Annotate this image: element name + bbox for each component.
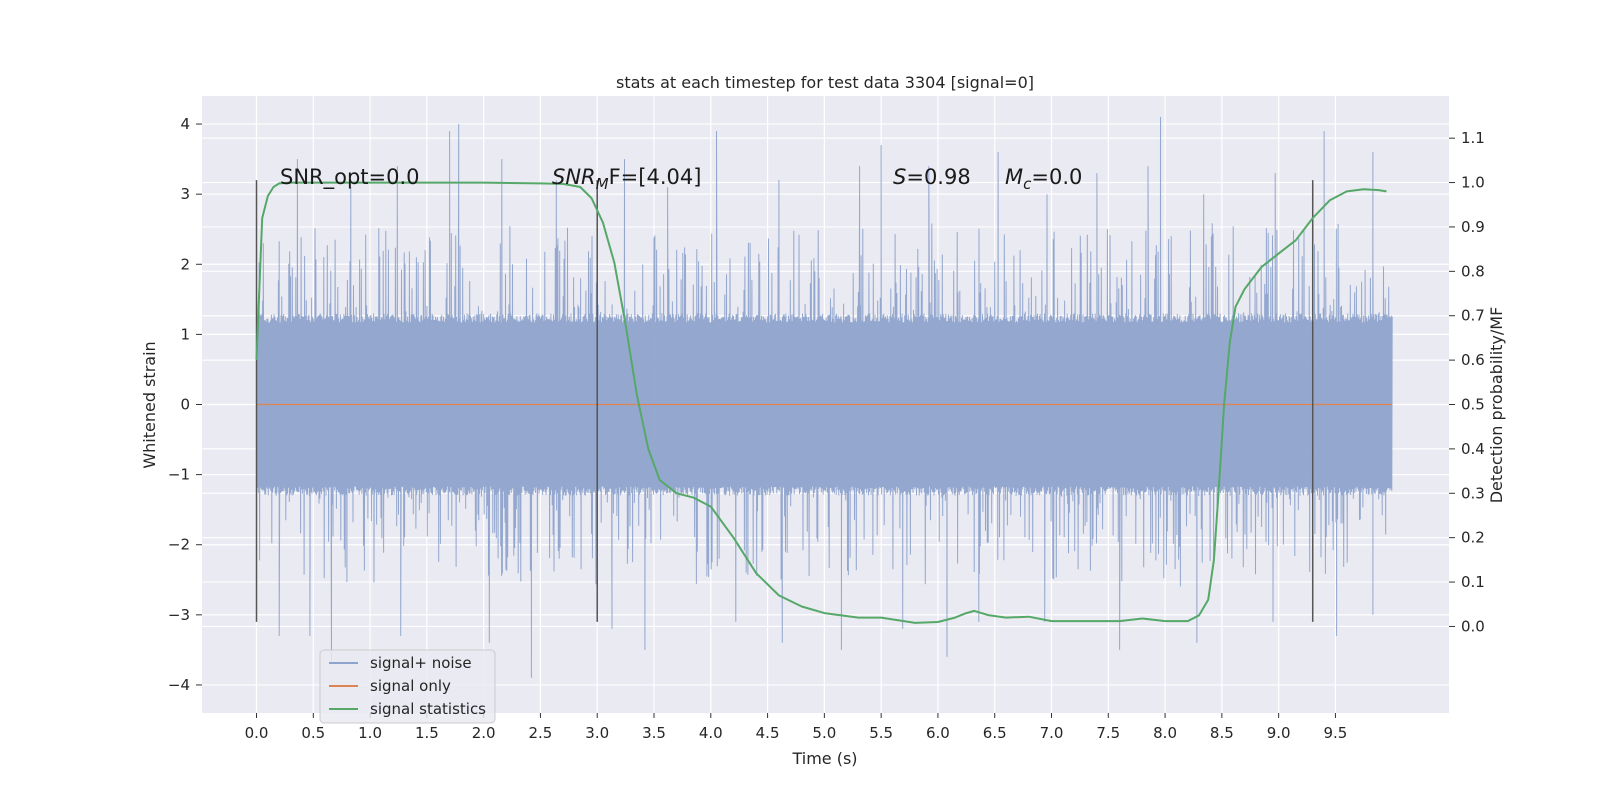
x-tick-label-4: 2.0: [472, 724, 496, 742]
legend-label-signal-only: signal only: [370, 677, 451, 695]
annotation-snr-mf: SNRMF=[4.04]: [552, 165, 701, 193]
signal-plus-noise-trace: [256, 116, 1393, 678]
x-tick-label-15: 7.5: [1096, 724, 1120, 742]
y2-tick-label-1: 0.1: [1461, 573, 1485, 591]
y-tick-label-8: 4: [180, 115, 190, 133]
y2-tick-label-11: 1.1: [1461, 129, 1485, 147]
annotation-s: S=0.98: [893, 165, 971, 189]
annotation-s-value: =0.98: [906, 165, 970, 189]
x-axis-label: Time (s): [791, 749, 857, 768]
y-tick-label-7: 3: [180, 185, 190, 203]
vertical-markers: [255, 180, 1314, 622]
x-axis-ticks: 0.0 0.5 1.0 1.5 2.0 2.5 3.0 3.5 4.0 4.5 5.0 5.5 6.0 6…: [245, 713, 1348, 742]
y-tick-label-4: 0: [180, 396, 190, 414]
x-tick-label-10: 5.0: [812, 724, 836, 742]
x-tick-label-16: 8.0: [1153, 724, 1177, 742]
legend-label-signal-plus-noise: signal+ noise: [370, 654, 472, 672]
y2-tick-label-3: 0.3: [1461, 484, 1485, 502]
x-tick-label-7: 3.5: [642, 724, 666, 742]
x-tick-label-3: 1.5: [415, 724, 439, 742]
chart-title: stats at each timestep for test data 330…: [616, 73, 1034, 92]
y2-tick-label-5: 0.5: [1461, 396, 1485, 414]
y2-tick-label-0: 0.0: [1461, 617, 1485, 635]
x-tick-label-2: 1.0: [358, 724, 382, 742]
legend-box: [319, 649, 496, 724]
x-tick-label-18: 9.0: [1267, 724, 1291, 742]
legend: signal+ noise signal only signal statist…: [319, 649, 496, 724]
signal-plus-noise-line: [256, 116, 1393, 678]
y-tick-label-1: −3: [168, 606, 190, 624]
y-axis-label: Whitened strain: [140, 341, 159, 468]
y-tick-label-2: −2: [168, 536, 190, 554]
y-tick-label-3: −1: [168, 466, 190, 484]
y-tick-label-5: 1: [180, 325, 190, 343]
y2-tick-label-7: 0.7: [1461, 307, 1485, 325]
annotation-snr-mf-symbol: SNR: [552, 165, 596, 189]
annotation-snr-mf-subscript: M: [596, 175, 609, 193]
y2-tick-label-8: 0.8: [1461, 262, 1485, 280]
y2-tick-label-4: 0.4: [1461, 440, 1485, 458]
x-tick-label-14: 7.0: [1040, 724, 1064, 742]
x-tick-label-0: 0.0: [245, 724, 269, 742]
legend-label-signal-statistics: signal statistics: [370, 700, 486, 718]
signal-statistics-trace: [255, 181, 1387, 624]
annotation-mc-value: =0.0: [1031, 165, 1082, 189]
x-tick-label-17: 8.5: [1210, 724, 1234, 742]
y2-tick-label-2: 0.2: [1461, 529, 1485, 547]
y2-tick-label-6: 0.6: [1461, 351, 1485, 369]
annotation-snr-mf-value: F=[4.04]: [609, 165, 702, 189]
x-tick-label-1: 0.5: [301, 724, 325, 742]
x-tick-label-9: 4.5: [756, 724, 780, 742]
y2-axis-label: Detection probability/MF: [1487, 307, 1506, 504]
x-tick-label-11: 5.5: [869, 724, 893, 742]
x-tick-label-8: 4.0: [699, 724, 723, 742]
annotation-snr-opt: SNR_opt=0.0: [280, 165, 420, 190]
y-axis-ticks: −4 −3 −2 −1 0 1 2 3 4: [168, 115, 202, 694]
annotation-s-symbol: S: [893, 165, 906, 189]
x-tick-label-5: 2.5: [529, 724, 553, 742]
x-tick-label-12: 6.0: [926, 724, 950, 742]
signal-statistics-line: [255, 181, 1387, 624]
y-tick-label-0: −4: [168, 676, 190, 694]
x-tick-label-6: 3.0: [585, 724, 609, 742]
y2-tick-label-10: 1.0: [1461, 174, 1485, 192]
x-tick-label-13: 6.5: [983, 724, 1007, 742]
y2-tick-label-9: 0.9: [1461, 218, 1485, 236]
annotation-mc-symbol: M: [1005, 165, 1023, 189]
annotation-mc: Mc=0.0: [1005, 165, 1082, 193]
y2-axis-ticks: 0.0 0.1 0.2 0.3 0.4 0.5 0.6 0.7 0.8 0.9 1.0 1.1: [1449, 129, 1485, 635]
annotation-mc-subscript: c: [1023, 175, 1032, 193]
x-tick-label-19: 9.5: [1324, 724, 1348, 742]
y-tick-label-6: 2: [180, 255, 190, 273]
